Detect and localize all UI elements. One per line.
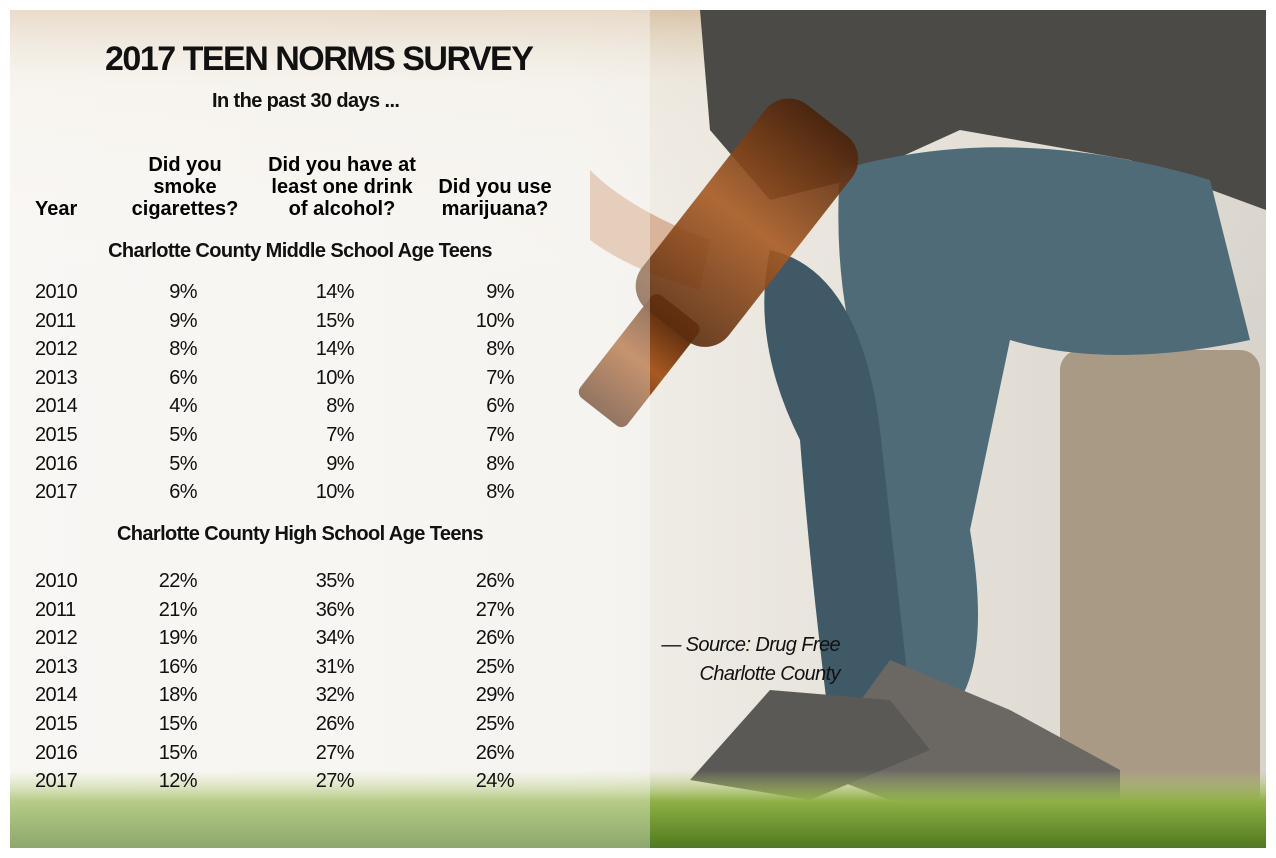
- value-cell: 25%: [475, 713, 515, 735]
- year-cell: 2015: [35, 424, 78, 446]
- value-cell: 32%: [315, 684, 355, 707]
- column-header: Year: [35, 198, 78, 220]
- bottle-body: [635, 98, 859, 347]
- value-cell: 4%: [169, 395, 197, 418]
- fade: [10, 10, 650, 848]
- value-cell: 9%: [169, 281, 197, 303]
- photo-art: [10, 10, 1266, 848]
- value-cell: 10%: [315, 481, 355, 504]
- value-cell: 29%: [475, 684, 515, 707]
- value-cell: 7%: [326, 424, 354, 446]
- value-cell: 8%: [486, 338, 514, 361]
- value-cell: 12%: [158, 770, 198, 793]
- value-cell: 22%: [158, 570, 198, 592]
- value-cell: 8%: [326, 395, 354, 418]
- value-cell: 6%: [169, 366, 197, 389]
- value-cell: 26%: [475, 570, 515, 592]
- value-cell: 25%: [475, 655, 515, 678]
- year-cell: 2014: [35, 395, 78, 418]
- value-cell: 21%: [158, 598, 198, 621]
- value-cell: 14%: [315, 281, 355, 303]
- value-cell: 26%: [475, 627, 515, 650]
- column-header: Did you smoke cigarettes?: [131, 154, 239, 220]
- value-cell: 8%: [486, 452, 514, 475]
- value-cell: 9%: [326, 452, 354, 475]
- source: Charlotte County: [699, 663, 841, 685]
- year-cell: 2015: [35, 713, 78, 735]
- value-cell: 16%: [158, 655, 198, 678]
- year-cell: 2017: [35, 770, 78, 793]
- value-cell: 27%: [315, 770, 355, 793]
- value-cell: 27%: [475, 598, 515, 621]
- jeans-lower: [764, 250, 910, 730]
- value-cell: 6%: [486, 395, 514, 418]
- value-cell: 36%: [315, 598, 355, 621]
- value-cell: 26%: [315, 713, 355, 735]
- source: — Source: Drug Free: [661, 634, 840, 656]
- column-header: Did you use marijuana?: [438, 176, 552, 220]
- value-cell: 5%: [169, 424, 197, 446]
- value-cell: 27%: [315, 741, 355, 764]
- value-cell: 6%: [169, 481, 197, 504]
- year-cell: 2012: [35, 338, 78, 361]
- value-cell: 26%: [475, 741, 515, 764]
- value-cell: 15%: [158, 741, 198, 764]
- value-cell: 19%: [158, 627, 198, 650]
- section-heading: Charlotte County Middle School Age Teens: [108, 240, 492, 262]
- title: 2017 TEEN NORMS SURVEY: [105, 40, 534, 78]
- year-cell: 2012: [35, 627, 78, 650]
- value-cell: 9%: [169, 309, 197, 332]
- year-cell: 2013: [35, 366, 78, 389]
- bottle: [578, 98, 859, 428]
- value-cell: 31%: [315, 655, 355, 678]
- value-cell: 18%: [158, 684, 198, 707]
- column-header: Did you have at least one drink of alcoh…: [268, 154, 416, 220]
- year-cell: 2016: [35, 741, 78, 764]
- year-cell: 2016: [35, 452, 78, 475]
- photo: [10, 10, 1266, 848]
- year-cell: 2010: [35, 281, 78, 303]
- year-cell: 2013: [35, 655, 78, 678]
- value-cell: 24%: [475, 770, 515, 793]
- subtitle: In the past 30 days ...: [212, 90, 400, 112]
- jeans-upper: [838, 147, 1250, 701]
- year-cell: 2011: [35, 598, 76, 621]
- value-cell: 10%: [475, 309, 515, 332]
- value-cell: 5%: [169, 452, 197, 475]
- year-cell: 2017: [35, 481, 78, 504]
- value-cell: 15%: [315, 309, 355, 332]
- value-cell: 8%: [486, 481, 514, 504]
- value-cell: 15%: [158, 713, 198, 735]
- year-cell: 2010: [35, 570, 78, 592]
- value-cell: 9%: [486, 281, 514, 303]
- value-cell: 34%: [315, 627, 355, 650]
- value-cell: 7%: [486, 424, 514, 446]
- value-cell: 10%: [315, 366, 355, 389]
- bench: [1060, 350, 1260, 820]
- value-cell: 35%: [315, 570, 355, 592]
- section-heading: Charlotte County High School Age Teens: [116, 523, 484, 545]
- grass: [10, 770, 1266, 848]
- value-cell: 14%: [315, 338, 355, 361]
- bottle-neck: [578, 294, 700, 428]
- value-cell: 7%: [486, 366, 514, 389]
- year-cell: 2011: [35, 309, 76, 332]
- value-cell: 8%: [169, 338, 197, 361]
- year-cell: 2014: [35, 684, 78, 707]
